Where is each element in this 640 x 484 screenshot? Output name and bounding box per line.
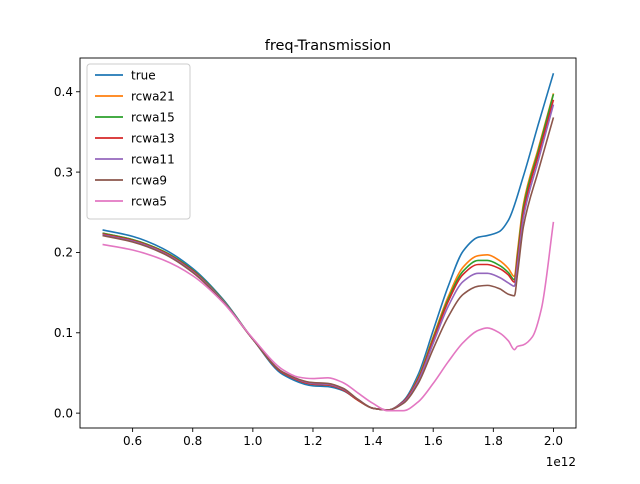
- y-tick-label: 0.2: [54, 246, 73, 260]
- legend-label-rcwa21: rcwa21: [131, 89, 175, 103]
- legend-label-rcwa5: rcwa5: [131, 194, 167, 208]
- x-tick-label: 0.8: [183, 434, 202, 448]
- legend: true rcwa21 rcwa15 rcwa13 rcwa11 rcwa9 rcwa5: [86, 63, 191, 220]
- legend-label-rcwa11: rcwa11: [131, 152, 175, 166]
- legend-label-true: true: [131, 68, 156, 82]
- series-line-rcwa5: [102, 221, 555, 412]
- x-tick-label: 1.6: [424, 434, 443, 448]
- x-tick-label: 1.0: [243, 434, 262, 448]
- series-layer: [102, 73, 555, 412]
- legend-label-rcwa9: rcwa9: [131, 173, 167, 187]
- x-tick-label: 1.2: [303, 434, 322, 448]
- x-axis: 0.6 0.8 1.0 1.2 1.4 1.6 1.8 2.0: [123, 428, 563, 448]
- legend-label-rcwa15: rcwa15: [131, 110, 175, 124]
- x-tick-label: 1.4: [364, 434, 383, 448]
- x-axis-offset-label: 1e12: [546, 455, 576, 469]
- x-tick-label: 0.6: [123, 434, 142, 448]
- chart-title: freq-Transmission: [265, 38, 391, 54]
- y-axis: 0.0 0.1 0.2 0.3 0.4: [54, 85, 80, 420]
- y-tick-label: 0.1: [54, 326, 73, 340]
- legend-label-rcwa13: rcwa13: [131, 131, 175, 145]
- x-tick-label: 2.0: [544, 434, 563, 448]
- y-tick-label: 0.4: [54, 85, 73, 99]
- y-tick-label: 0.3: [54, 165, 73, 179]
- x-tick-label: 1.8: [484, 434, 503, 448]
- y-tick-label: 0.0: [54, 406, 73, 420]
- plot-frame: [79, 57, 577, 429]
